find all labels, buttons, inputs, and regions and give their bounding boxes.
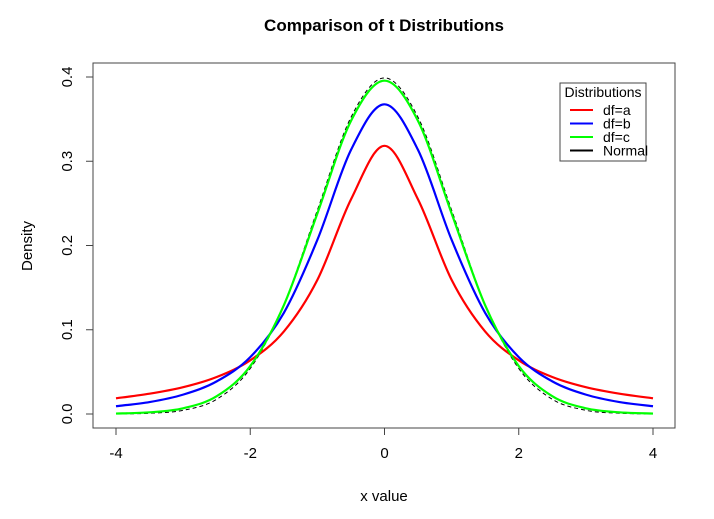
x-tick-label: -4 (109, 445, 122, 462)
y-tick-label: 0.3 (59, 151, 76, 172)
x-axis-label: x value (360, 488, 408, 505)
legend-box (559, 82, 647, 162)
legend-title: Distributions (564, 84, 641, 100)
y-tick-label: 0.0 (59, 404, 76, 425)
legend-label: Normal (603, 143, 648, 159)
series-line-normal (115, 77, 654, 415)
series-line-df-a (115, 144, 654, 400)
legend-label: df=a (603, 102, 631, 118)
x-tick-label: -2 (244, 445, 257, 462)
y-axis-label: Density (19, 220, 36, 271)
y-tick-label: 0.2 (59, 235, 76, 256)
x-tick-label: 4 (649, 445, 657, 462)
y-tick-label: 0.4 (59, 67, 76, 88)
chart-title: Comparison of t Distributions (264, 16, 504, 35)
legend-label: df=b (603, 116, 631, 132)
series-line-df-b (115, 103, 654, 408)
y-tick-label: 0.1 (59, 319, 76, 340)
x-tick-label: 2 (515, 445, 523, 462)
x-tick-label: 0 (380, 445, 388, 462)
series-line-df-c (115, 79, 654, 415)
legend-label: df=c (603, 129, 630, 145)
